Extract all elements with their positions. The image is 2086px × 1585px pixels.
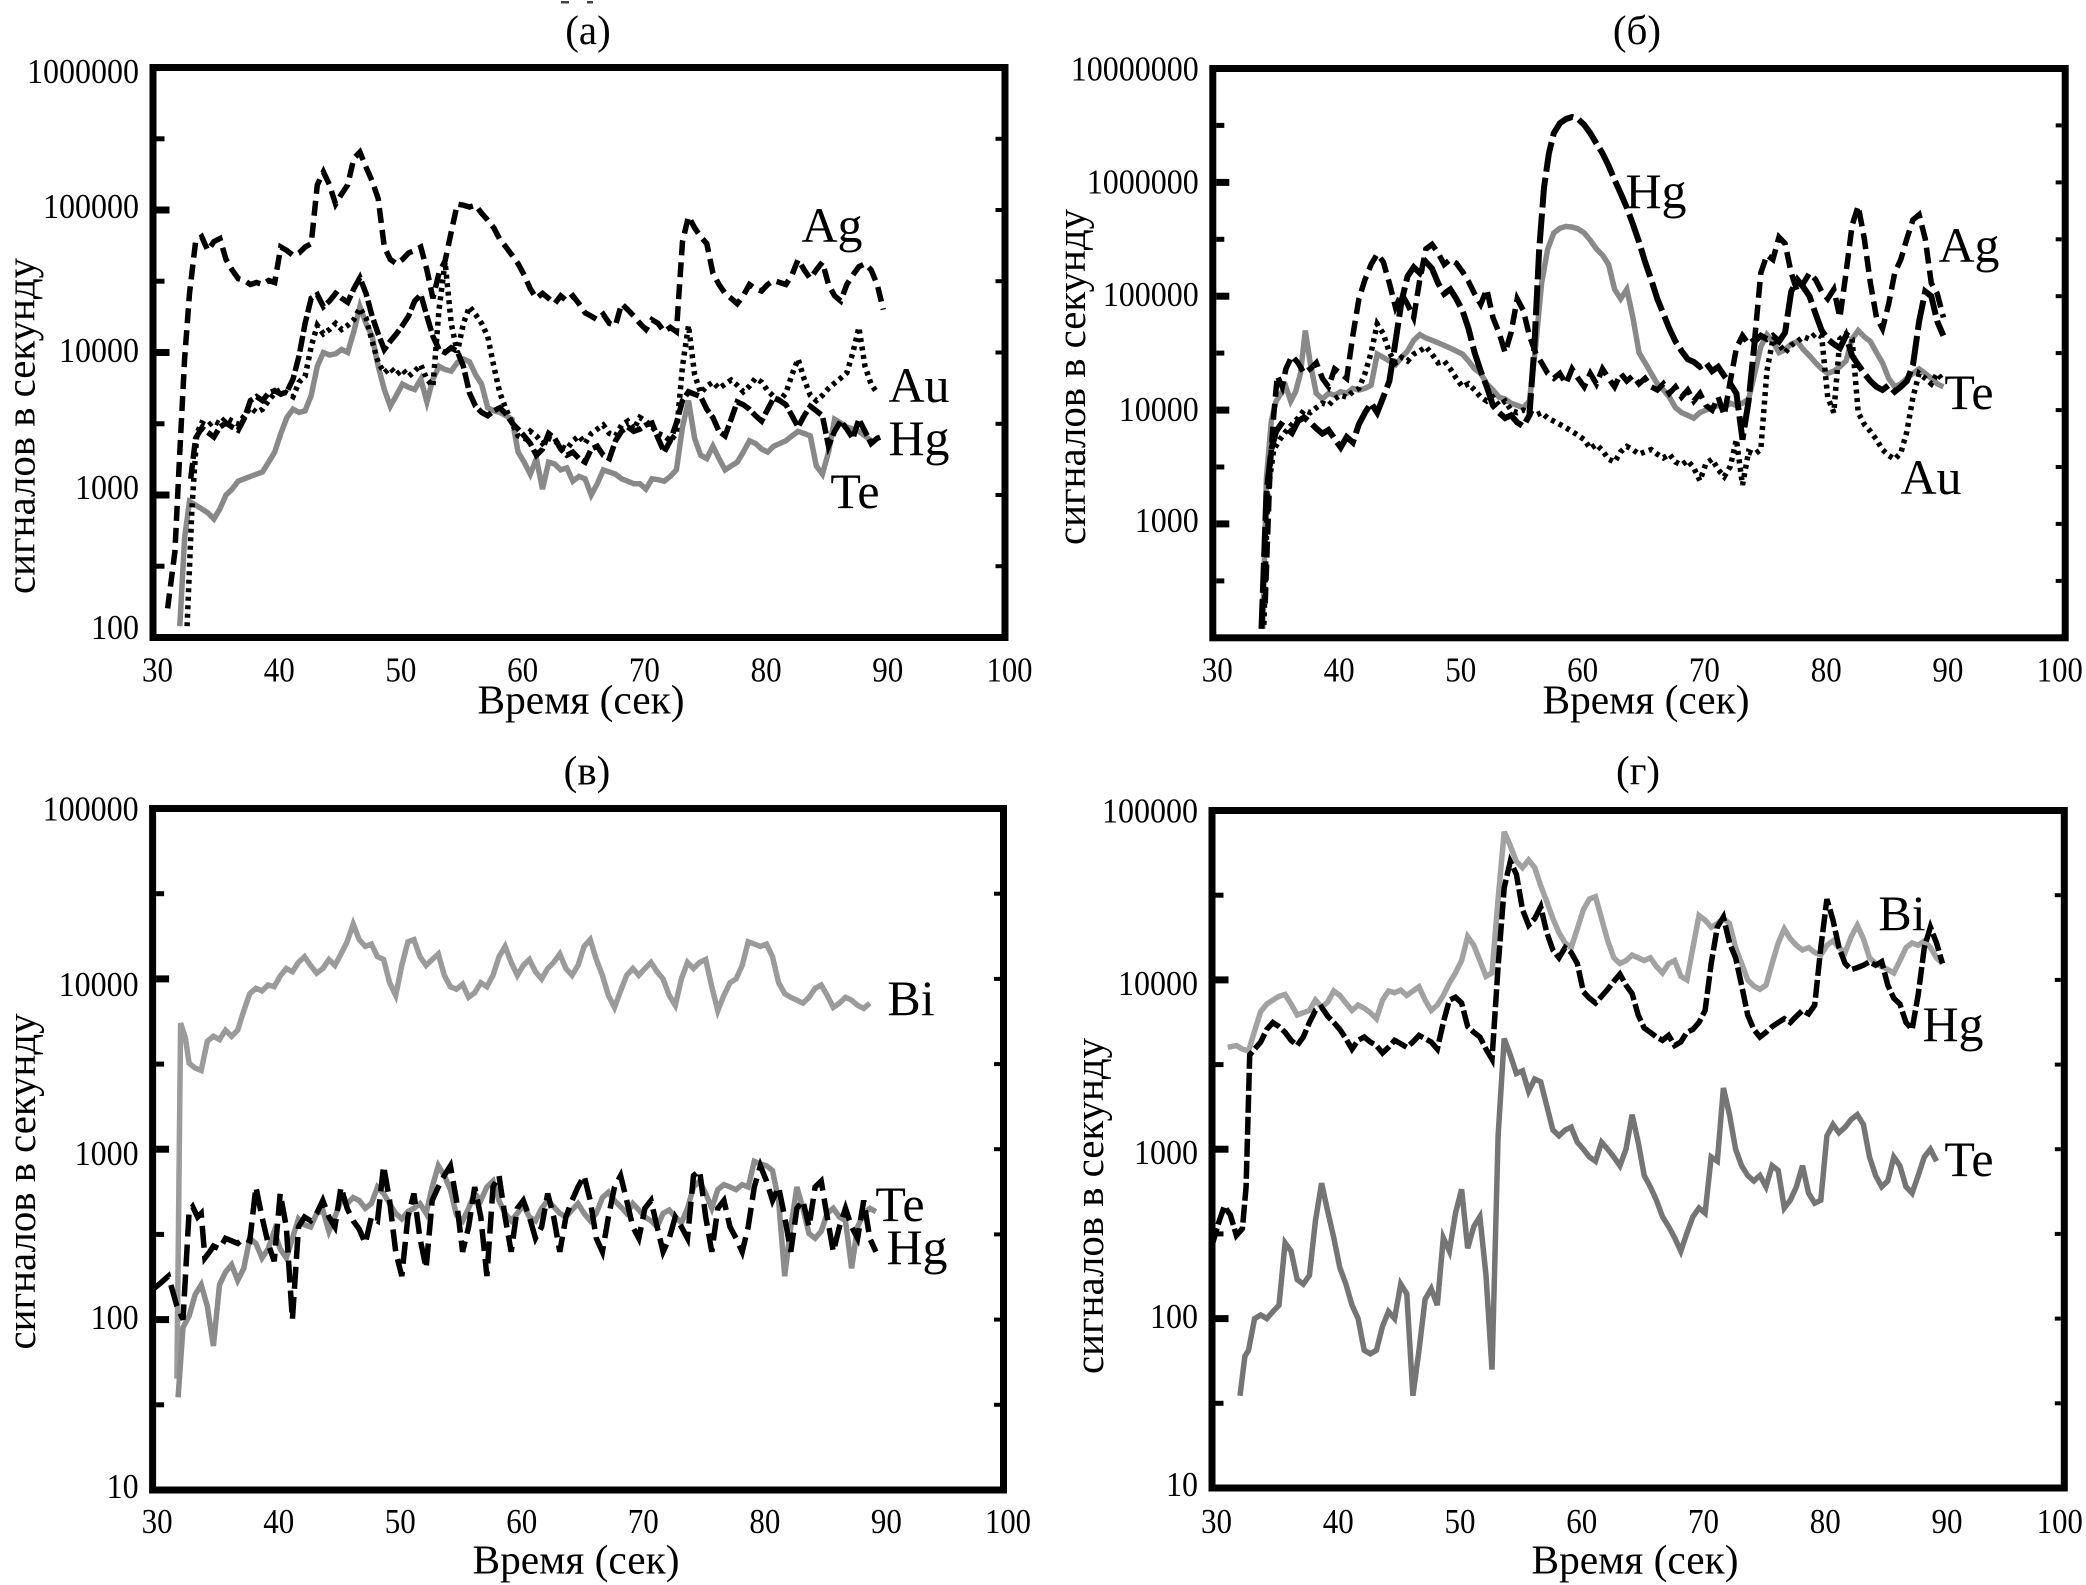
svg-text:80: 80	[751, 651, 782, 690]
svg-text:(б): (б)	[1613, 7, 1661, 53]
svg-text:70: 70	[1689, 651, 1720, 690]
svg-text:Hg: Hg	[888, 410, 949, 466]
svg-text:Hg: Hg	[1922, 996, 1983, 1052]
svg-text:Время (сек): Время (сек)	[478, 677, 685, 723]
svg-text:40: 40	[264, 651, 295, 690]
svg-text:Au: Au	[888, 357, 949, 413]
svg-text:1000: 1000	[1135, 501, 1199, 540]
svg-text:(г): (г)	[1616, 748, 1660, 794]
svg-text:50: 50	[1445, 651, 1476, 690]
svg-text:40: 40	[1323, 1502, 1354, 1541]
svg-text:100: 100	[987, 651, 1033, 690]
svg-text:60: 60	[506, 1502, 537, 1541]
svg-text:60: 60	[507, 651, 538, 690]
svg-text:Bi: Bi	[887, 970, 934, 1026]
svg-text:70: 70	[628, 1502, 659, 1541]
svg-text:Ag: Ag	[801, 197, 862, 253]
svg-text:1000000: 1000000	[1087, 163, 1199, 202]
svg-text:Ag: Ag	[1938, 217, 1999, 273]
svg-text:100: 100	[91, 608, 139, 647]
svg-text:Te: Te	[830, 463, 879, 519]
svg-text:10000: 10000	[1119, 390, 1199, 429]
svg-text:100000: 100000	[43, 187, 139, 226]
svg-text:90: 90	[871, 1502, 902, 1541]
svg-text:Te: Te	[875, 1176, 924, 1232]
svg-text:Hg: Hg	[886, 1219, 947, 1275]
svg-text:80: 80	[749, 1502, 780, 1541]
svg-text:30: 30	[1202, 651, 1233, 690]
svg-text:50: 50	[1445, 1502, 1476, 1541]
svg-text:40: 40	[263, 1502, 294, 1541]
svg-text:сигналов в секунду: сигналов в секунду	[0, 258, 44, 594]
svg-text:100: 100	[985, 1502, 1031, 1541]
svg-text:60: 60	[1566, 1502, 1597, 1541]
svg-text:100000: 100000	[43, 790, 139, 829]
svg-text:100: 100	[2037, 1502, 2083, 1541]
svg-text:Bi: Bi	[1878, 885, 1925, 941]
svg-text:10000: 10000	[1118, 964, 1198, 1003]
svg-text:100: 100	[91, 1298, 139, 1337]
svg-text:10: 10	[1166, 1465, 1198, 1504]
svg-text:70: 70	[1688, 1502, 1719, 1541]
svg-text:10000: 10000	[59, 331, 139, 370]
svg-text:сигналов в секунду: сигналов в секунду	[1066, 1038, 1112, 1374]
svg-text:70: 70	[629, 651, 660, 690]
svg-text:Te: Te	[1944, 364, 1993, 420]
svg-text:90: 90	[872, 651, 903, 690]
svg-text:1000: 1000	[75, 1134, 139, 1173]
svg-text:1000: 1000	[75, 468, 139, 507]
svg-text:Au: Au	[1900, 449, 1961, 505]
svg-text:30: 30	[1201, 1502, 1232, 1541]
svg-text:1000000: 1000000	[27, 52, 139, 91]
svg-text:60: 60	[1567, 651, 1598, 690]
svg-text:Te: Te	[1944, 1131, 1993, 1187]
svg-text:100000: 100000	[1102, 792, 1198, 831]
svg-text:50: 50	[385, 651, 416, 690]
svg-text:(а): (а)	[565, 7, 611, 53]
svg-text:90: 90	[1932, 1502, 1963, 1541]
svg-text:100: 100	[2037, 651, 2083, 690]
svg-text:Время (сек): Время (сек)	[1543, 677, 1750, 723]
svg-text:Время (сек): Время (сек)	[473, 1537, 680, 1583]
svg-text:80: 80	[1810, 1502, 1841, 1541]
svg-text:50: 50	[385, 1502, 416, 1541]
svg-text:40: 40	[1324, 651, 1355, 690]
svg-text:сигналов в секунду: сигналов в секунду	[1048, 209, 1094, 545]
svg-text:сигналов в секунду: сигналов в секунду	[0, 1013, 44, 1349]
svg-text:10000000: 10000000	[1071, 50, 1199, 89]
svg-text:30: 30	[142, 1502, 173, 1541]
svg-text:(в): (в)	[564, 748, 611, 794]
svg-text:1000: 1000	[1134, 1133, 1198, 1172]
svg-text:100000: 100000	[1103, 275, 1199, 314]
svg-text:80: 80	[1811, 651, 1842, 690]
svg-text:90: 90	[1932, 651, 1963, 690]
svg-text:30: 30	[142, 651, 173, 690]
svg-text:100: 100	[1150, 1297, 1198, 1336]
svg-text:Hg: Hg	[1625, 163, 1686, 219]
svg-text:Время (сек): Время (сек)	[1532, 1537, 1739, 1583]
svg-text:10000: 10000	[59, 965, 139, 1004]
svg-text:10: 10	[107, 1467, 139, 1506]
